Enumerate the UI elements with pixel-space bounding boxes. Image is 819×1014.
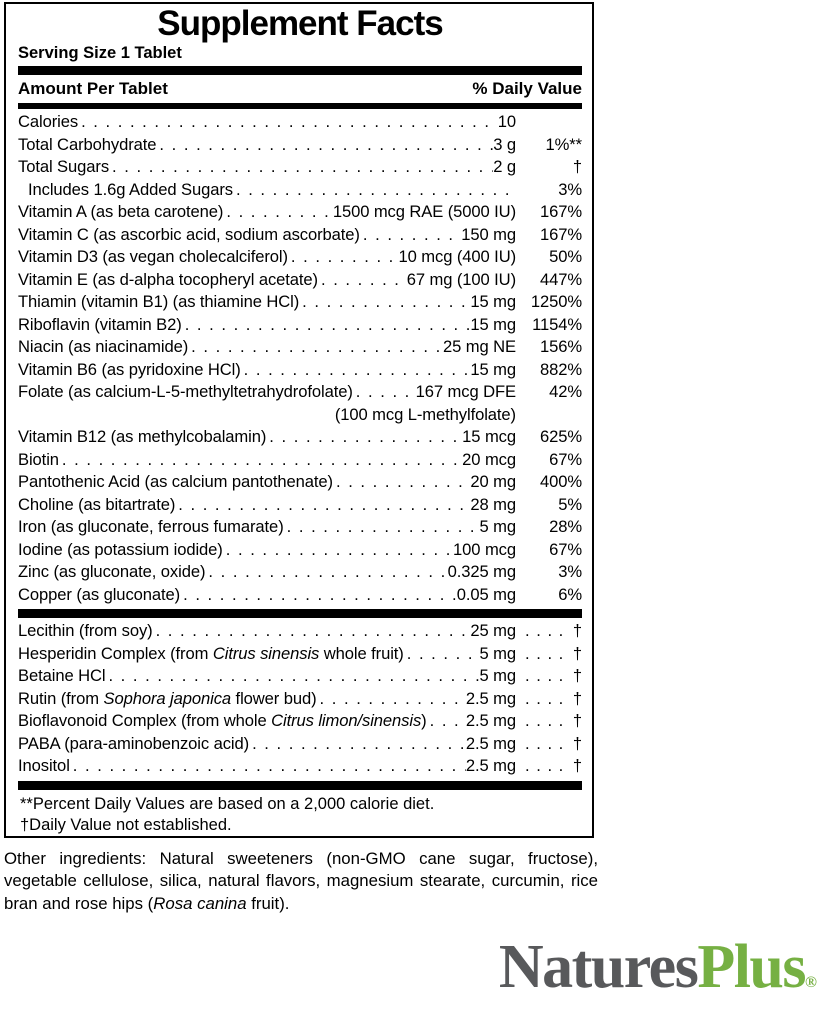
column-header-right: % Daily Value xyxy=(472,79,582,98)
nutrient-row: Riboflavin (vitamin B2). . . . . . . . .… xyxy=(18,314,582,334)
nutrient-row: Bioflavonoid Complex (from whole Citrus … xyxy=(18,711,582,730)
nutrient-row: Vitamin D3 (as vegan cholecalciferol). .… xyxy=(18,247,582,266)
nutrient-row: Lecithin (from soy). . . . . . . . . . .… xyxy=(18,621,582,640)
nutrient-row: Calories. . . . . . . . . . . . . . . . … xyxy=(18,112,516,131)
column-header: Amount Per Tablet % Daily Value xyxy=(18,77,582,101)
nutrient-row: Inositol. . . . . . . . . . . . . . . . … xyxy=(18,756,582,775)
nutrient-row: Choline (as bitartrate). . . . . . . . .… xyxy=(18,494,582,514)
nutrient-row: Betaine HCl. . . . . . . . . . . . . . .… xyxy=(18,666,582,685)
nutrient-row: Iodine (as potassium iodide). . . . . . … xyxy=(18,539,582,559)
registered-mark: ® xyxy=(805,974,817,991)
nutrient-row: Total Sugars. . . . . . . . . . . . . . … xyxy=(18,157,582,176)
nutrient-section-1: Calories. . . . . . . . . . . . . . . . … xyxy=(18,111,582,606)
brand-logo: NaturesPlus® xyxy=(499,936,817,1014)
nutrient-row: Includes 1.6g Added Sugars. . . . . . . … xyxy=(28,179,582,199)
logo-natures: Natures xyxy=(498,933,699,1001)
supplement-facts-panel: Supplement Facts Serving Size 1 Tablet A… xyxy=(4,2,594,838)
divider-bar xyxy=(18,103,582,109)
footnotes: **Percent Daily Values are based on a 2,… xyxy=(18,792,582,836)
nutrient-row: Vitamin A (as beta carotene). . . . . . … xyxy=(18,202,582,221)
divider-bar xyxy=(18,66,582,75)
nutrient-row: Vitamin B6 (as pyridoxine HCl). . . . . … xyxy=(18,359,582,379)
footnote-line: **Percent Daily Values are based on a 2,… xyxy=(20,794,435,813)
divider-bar xyxy=(18,780,582,790)
nutrient-row: Biotin. . . . . . . . . . . . . . . . . … xyxy=(18,449,582,469)
nutrient-row: Iron (as gluconate, ferrous fumarate). .… xyxy=(18,517,582,536)
nutrient-row: Folate (as calcium-L-5-methyltetrahydrof… xyxy=(18,382,582,401)
nutrient-row: Zinc (as gluconate, oxide). . . . . . . … xyxy=(18,562,582,581)
nutrient-row: Rutin (from Sophora japonica flower bud)… xyxy=(18,688,582,708)
other-ingredients: Other ingredients: Natural sweeteners (n… xyxy=(4,849,598,913)
nutrient-section-2: Lecithin (from soy). . . . . . . . . . .… xyxy=(18,620,582,778)
nutrient-row: Thiamin (vitamin B1) (as thiamine HCl). … xyxy=(18,292,582,311)
divider-bar xyxy=(18,609,582,618)
nutrient-row: PABA (para-aminobenzoic acid). . . . . .… xyxy=(18,733,582,753)
serving-size: Serving Size 1 Tablet xyxy=(18,44,182,62)
nutrient-row-continuation: (100 mcg L-methylfolate) xyxy=(334,404,516,424)
column-header-left: Amount Per Tablet xyxy=(18,79,168,98)
nutrient-row: Vitamin B12 (as methylcobalamin). . . . … xyxy=(18,427,582,446)
footnote-line: †Daily Value not established. xyxy=(20,815,232,834)
nutrient-row: Total Carbohydrate. . . . . . . . . . . … xyxy=(18,134,582,154)
nutrient-row: Vitamin E (as d-alpha tocopheryl acetate… xyxy=(18,269,582,289)
nutrient-row: Pantothenic Acid (as calcium pantothenat… xyxy=(18,472,582,491)
nutrient-row: Copper (as gluconate). . . . . . . . . .… xyxy=(18,584,582,604)
logo-plus: Plus xyxy=(697,933,806,1001)
nutrient-row: Niacin (as niacinamide). . . . . . . . .… xyxy=(18,337,582,356)
nutrient-row: Vitamin C (as ascorbic acid, sodium asco… xyxy=(18,224,582,244)
panel-title: Supplement Facts xyxy=(157,4,443,43)
nutrient-row: Hesperidin Complex (from Citrus sinensis… xyxy=(18,643,582,663)
